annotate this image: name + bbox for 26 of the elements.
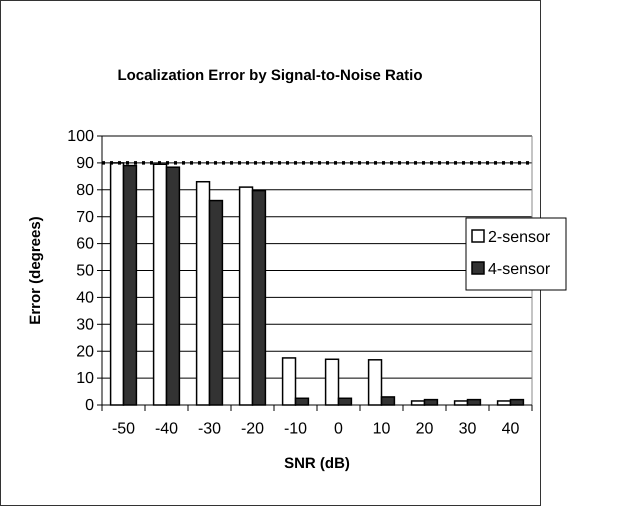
y-tick-label: 50 (76, 262, 94, 280)
y-tick-label: 100 (67, 128, 94, 146)
x-tick-label: -40 (154, 420, 178, 438)
y-tick-label: 10 (76, 370, 94, 388)
legend-label: 4-sensor (488, 261, 551, 278)
x-tick-label: 40 (502, 420, 520, 438)
x-tick-label: 0 (334, 420, 344, 438)
chart-title: Localization Error by Signal-to-Noise Ratio (117, 67, 423, 84)
x-tick-label: 10 (372, 420, 390, 438)
x-tick-label: 20 (416, 420, 434, 438)
x-tick-label: -50 (112, 420, 136, 438)
x-tick-label: 30 (458, 420, 476, 438)
y-tick-label: 20 (76, 343, 94, 360)
x-tick-label: -10 (284, 420, 308, 438)
y-tick-label: 40 (76, 290, 94, 307)
x-axis-title: SNR (dB) (284, 455, 350, 472)
y-tick-label: 60 (76, 236, 94, 253)
x-tick-label: -20 (240, 420, 264, 438)
y-tick-label: 80 (76, 182, 94, 199)
y-tick-label: 30 (76, 316, 94, 334)
x-tick-label: -30 (198, 420, 222, 438)
y-tick-label: 70 (76, 208, 94, 226)
legend-label: 2-sensor (488, 229, 551, 246)
y-axis-title: Error (degrees) (27, 216, 44, 325)
y-tick-label: 0 (85, 397, 94, 414)
y-tick-label: 90 (76, 155, 94, 172)
